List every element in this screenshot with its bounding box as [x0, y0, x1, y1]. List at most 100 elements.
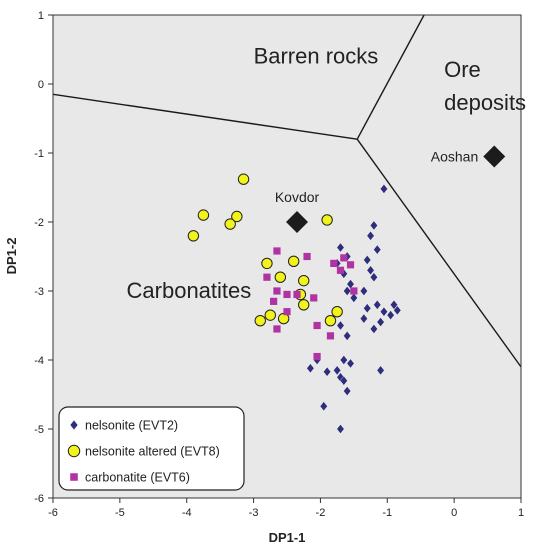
- reference-label-aoshan: Aoshan: [431, 148, 478, 164]
- carbonatite-point: [263, 273, 271, 281]
- reference-marker-aoshan: [483, 145, 506, 168]
- nelsonite-point: [373, 244, 382, 255]
- nelsonite-point: [366, 230, 375, 241]
- carbonatite-point: [326, 332, 335, 340]
- nelsonite-altered-point: [187, 230, 200, 242]
- carbonatite-point: [283, 308, 291, 316]
- reference-label-kovdor: Kovdor: [275, 189, 320, 205]
- boundary-line-3: [356, 138, 521, 368]
- nelsonite-point: [369, 324, 378, 334]
- y-axis-ticks: 1 0 -1 -2 -3 -4 -5 -6: [34, 10, 53, 505]
- nelsonite-point: [349, 292, 358, 303]
- x-tick-label: 1: [518, 507, 524, 519]
- y-tick-label: -1: [34, 148, 44, 160]
- nelsonite-point: [306, 363, 315, 374]
- nelsonite-point: [343, 386, 352, 396]
- nelsonite-point: [390, 299, 398, 310]
- legend-box: [58, 406, 245, 491]
- carbonatite-point: [346, 261, 355, 269]
- nelsonite-altered-point: [331, 306, 343, 318]
- y-tick-label: 0: [38, 79, 44, 91]
- nelsonite-point: [323, 366, 332, 377]
- nelsonite-point: [380, 183, 388, 194]
- region-label-carbonatites: Carbonatites: [127, 278, 252, 303]
- reference-points: Kovdor Aoshan: [275, 145, 506, 233]
- nelsonite-point: [339, 375, 348, 386]
- carbonatite-point: [273, 247, 281, 255]
- region-boundaries: [53, 15, 521, 368]
- carbonatite-point: [330, 259, 338, 267]
- legend-marker-nelsonite-altered: [67, 444, 81, 458]
- nelsonite-point: [369, 220, 378, 231]
- boundary-line-1: [53, 93, 358, 140]
- carbonatite-point: [313, 352, 321, 361]
- legend-marker-nelsonite: [69, 419, 79, 431]
- legend-label: nelsonite (EVT2): [85, 419, 178, 433]
- carbonatite-point: [310, 294, 318, 302]
- carbonatite-point: [270, 297, 278, 305]
- nelsonite-point: [343, 286, 352, 296]
- nelsonite-altered-point: [254, 314, 266, 327]
- legend-marker-carbonatite: [70, 473, 78, 481]
- x-axis-ticks: -6 -5 -4 -3 -2 -1 0 1: [48, 498, 524, 519]
- legend-label: carbonatite (EVT6): [85, 471, 190, 485]
- y-tick-label: -2: [34, 217, 44, 229]
- data-points: [187, 173, 402, 434]
- nelsonite-altered-point: [321, 214, 333, 226]
- carbonatite-point: [350, 287, 358, 295]
- legend: nelsonite (EVT2) nelsonite altered (EVT8)…: [58, 406, 245, 491]
- nelsonite-altered-point: [231, 210, 243, 223]
- nelsonite-altered-point: [298, 299, 310, 311]
- nelsonite-point: [336, 242, 345, 253]
- region-label-ore-deposits: Ore deposits: [444, 57, 526, 115]
- legend-label: nelsonite altered (EVT8): [85, 445, 220, 459]
- region-label-barren-rocks: Barren rocks: [254, 43, 379, 68]
- carbonatite-point: [313, 321, 321, 330]
- nelsonite-altered-point: [237, 173, 250, 185]
- nelsonite-point: [319, 401, 328, 412]
- nelsonite-point: [346, 358, 355, 369]
- nelsonite-point: [333, 365, 342, 376]
- nelsonite-point: [380, 306, 388, 317]
- plot-frame: [52, 14, 522, 499]
- x-tick-label: -2: [316, 507, 326, 519]
- x-tick-label: -6: [48, 507, 58, 519]
- nelsonite-point: [343, 330, 352, 341]
- nelsonite-point: [336, 320, 345, 331]
- carbonatite-point: [340, 254, 348, 262]
- y-tick-label: -5: [34, 424, 44, 436]
- nelsonite-point: [363, 255, 372, 265]
- nelsonite-point: [363, 303, 372, 314]
- nelsonite-point: [386, 310, 395, 321]
- nelsonite-point: [339, 355, 348, 365]
- region-labels: Barren rocks Ore deposits Carbonatites: [127, 43, 527, 303]
- x-tick-label: -5: [115, 507, 125, 519]
- carbonatite-point: [283, 290, 291, 299]
- y-tick-label: -4: [34, 355, 44, 367]
- nelsonite-altered-point: [324, 314, 337, 327]
- nelsonite-point: [376, 365, 385, 376]
- nelsonite-point: [366, 265, 375, 276]
- nelsonite-point: [373, 299, 382, 310]
- x-tick-label: -4: [182, 507, 192, 519]
- x-axis-label: DP1-1: [269, 530, 306, 545]
- nelsonite-altered-point: [298, 274, 310, 287]
- nelsonite-point: [376, 317, 385, 327]
- y-tick-label: -3: [34, 286, 44, 298]
- nelsonite-point: [369, 272, 378, 283]
- nelsonite-altered-point: [264, 309, 276, 321]
- nelsonite-altered-point: [287, 255, 300, 268]
- y-tick-label: -6: [34, 493, 44, 505]
- nelsonite-altered-point: [261, 257, 273, 270]
- carbonatite-point: [273, 325, 281, 333]
- x-tick-label: -3: [249, 507, 259, 519]
- nelsonite-point: [336, 424, 345, 434]
- y-tick-label: 1: [38, 10, 44, 22]
- x-tick-label: 0: [451, 507, 457, 519]
- y-axis-label: DP1-2: [4, 238, 19, 275]
- carbonatite-point: [303, 252, 311, 261]
- nelsonite-altered-point: [274, 271, 287, 283]
- nelsonite-altered-point: [224, 218, 236, 230]
- carbonatite-point: [293, 290, 301, 299]
